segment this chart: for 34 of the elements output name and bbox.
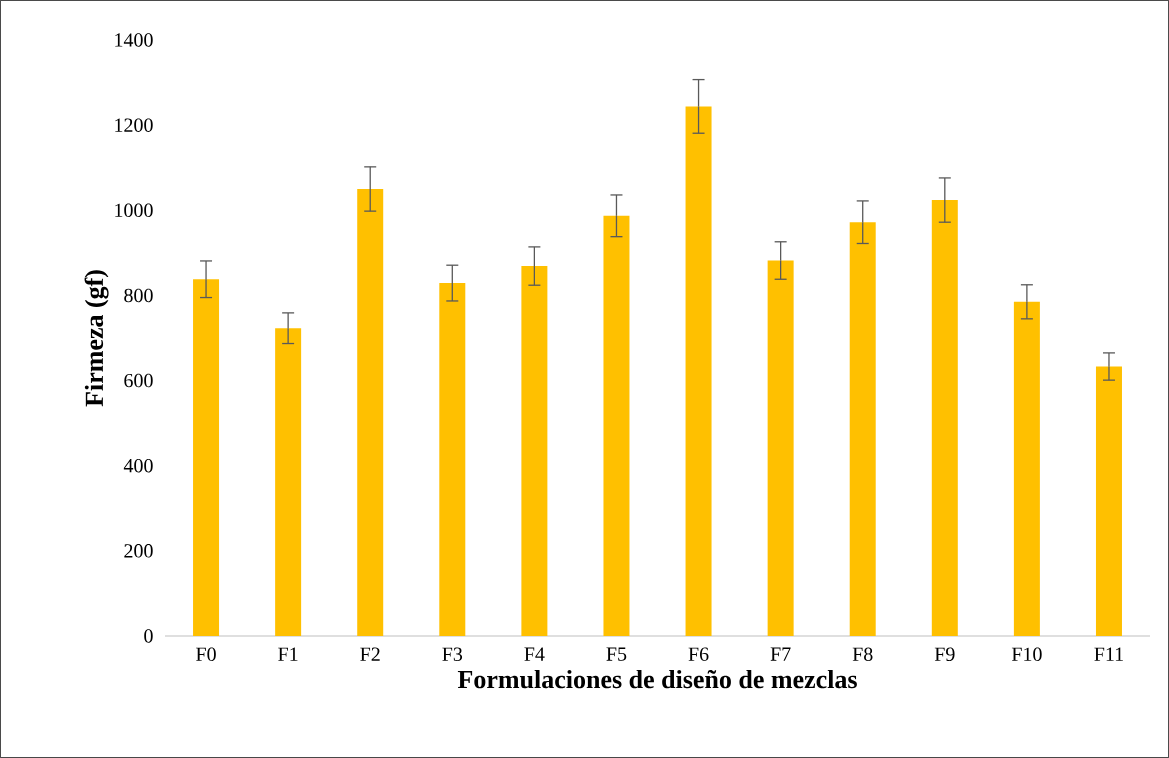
x-tick-label: F2 (360, 647, 380, 661)
x-tick-label: F8 (852, 647, 873, 662)
x-tick-label: F3 (442, 647, 463, 661)
bar (1013, 301, 1040, 636)
bar (439, 283, 466, 636)
y-tick-label: 200 (124, 544, 153, 558)
x-tick-label: F9 (934, 647, 955, 661)
y-tick-label: 800 (124, 288, 153, 303)
y-tick-label: 1000 (115, 203, 153, 218)
x-tick-label: F6 (688, 647, 709, 661)
x-tick-label: F10 (1011, 647, 1042, 662)
bar (603, 215, 630, 636)
x-tick-label: F0 (196, 647, 216, 662)
bar (275, 328, 302, 636)
bar (849, 222, 876, 636)
x-tick-label: F4 (524, 647, 545, 661)
x-tick-label: F5 (606, 647, 627, 661)
y-axis-title: Firmeza (gf) (84, 270, 109, 407)
y-tick-label: 0 (144, 629, 153, 643)
bar (357, 188, 384, 636)
bar (685, 106, 712, 636)
x-tick-label: F1 (278, 647, 298, 661)
y-tick-label: 1400 (115, 33, 153, 47)
bar (1095, 366, 1122, 636)
y-tick-label: 400 (123, 458, 153, 473)
y-tick-label: 600 (124, 373, 153, 388)
x-axis-title: Formulaciones de diseño de mezclas (457, 669, 857, 689)
y-tick-label: 1200 (115, 118, 153, 132)
bar (931, 200, 958, 636)
x-tick-label: F7 (770, 647, 791, 661)
bar (767, 260, 794, 636)
x-tick-label: F11 (1094, 647, 1123, 661)
bar (193, 279, 220, 636)
bar (521, 266, 548, 636)
